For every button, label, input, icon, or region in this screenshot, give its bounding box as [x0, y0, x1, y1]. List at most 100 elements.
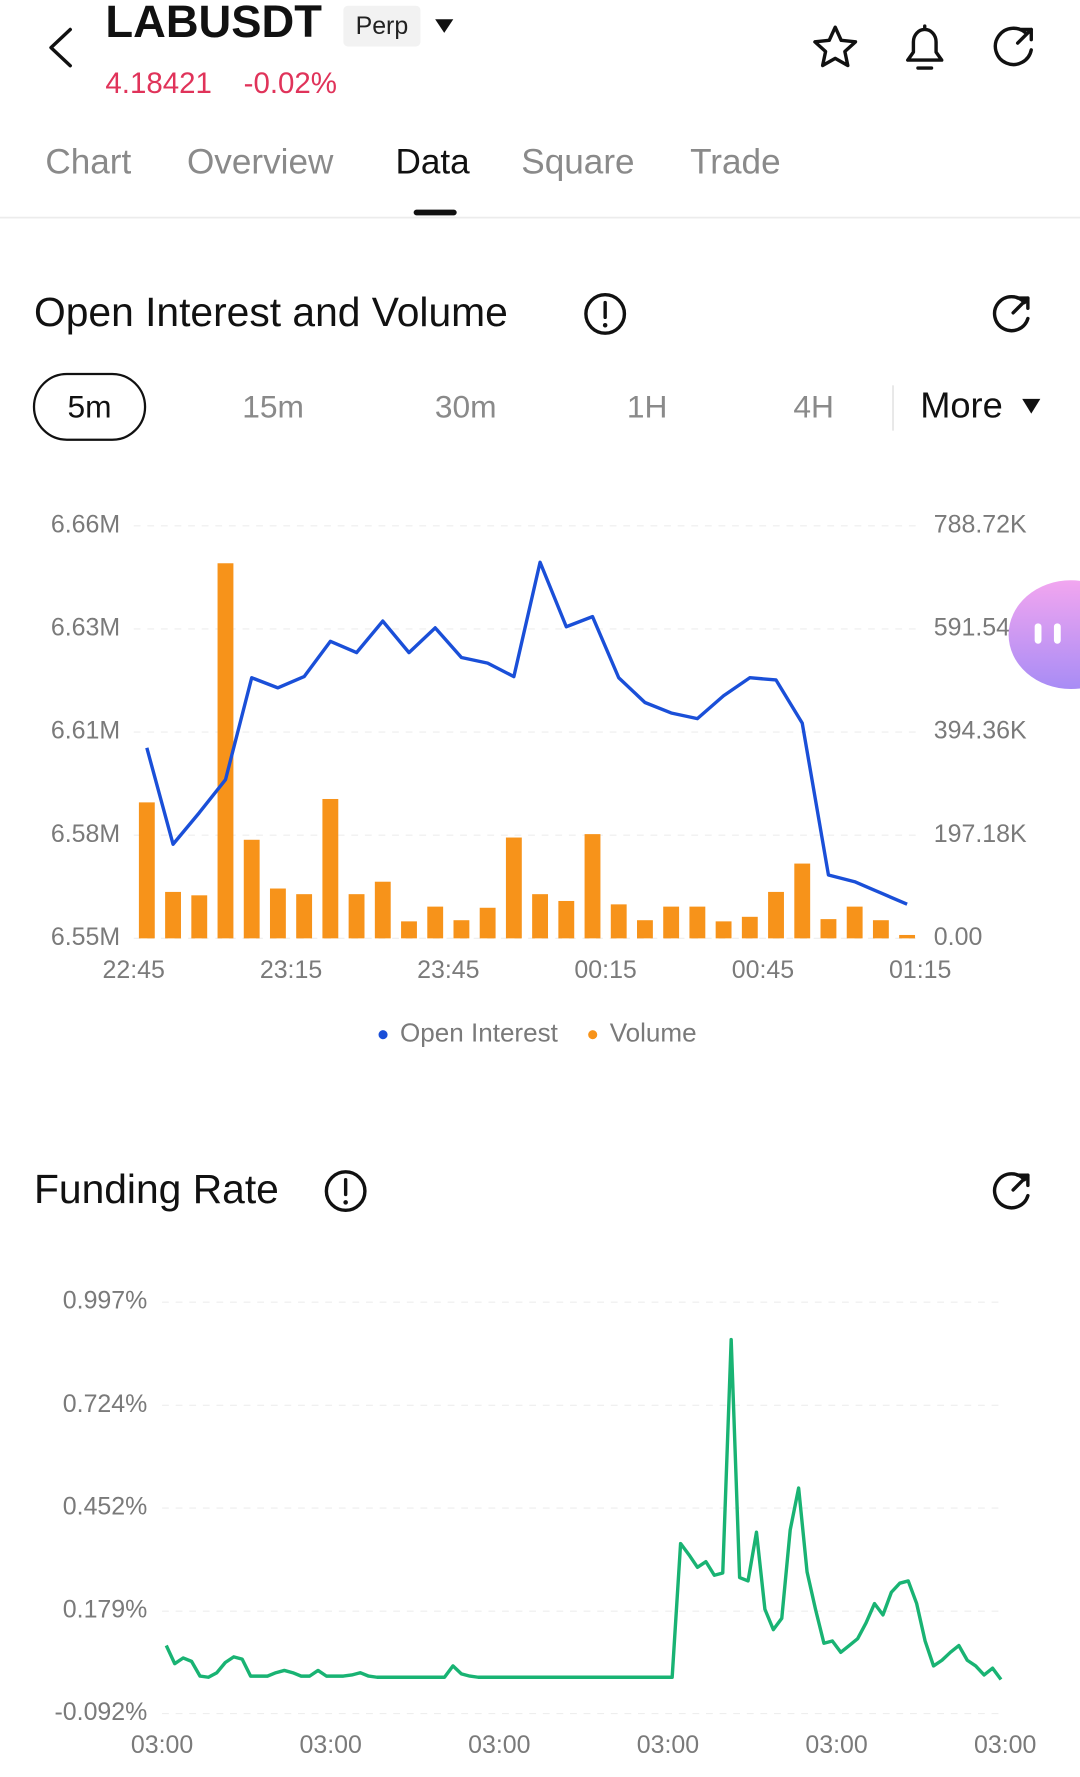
price: 4.18421 — [105, 67, 211, 100]
legend-swatch — [378, 1030, 388, 1040]
x-tick-label: 03:00 — [637, 1731, 699, 1759]
bar — [453, 920, 470, 939]
y-tick-label: 6.55M — [51, 923, 120, 951]
y-tick-label: 6.58M — [51, 820, 120, 848]
line — [145, 560, 908, 906]
interval-selected — [32, 372, 147, 441]
x-tick-label: 00:15 — [574, 956, 636, 984]
tab[interactable]: Square — [521, 143, 634, 182]
bar — [322, 798, 339, 939]
y2-tick-label: 0.00 — [934, 923, 983, 951]
bar — [872, 920, 889, 939]
tab[interactable]: Data — [396, 143, 471, 182]
bar — [348, 894, 365, 939]
tab[interactable]: Trade — [690, 143, 780, 182]
back-button[interactable] — [49, 27, 72, 68]
y-tick-label: 6.66M — [51, 510, 120, 538]
bar — [296, 894, 313, 939]
x-tick-label: 23:45 — [417, 956, 479, 984]
y-tick-label: 0.179% — [63, 1596, 148, 1624]
more-caret — [1022, 398, 1041, 414]
legend-label: Open Interest — [400, 1018, 559, 1048]
bar — [427, 906, 444, 939]
info-icon[interactable] — [584, 292, 627, 335]
bar — [138, 802, 155, 939]
badge-bg — [343, 5, 421, 47]
bar — [191, 895, 208, 939]
y2-tick-label: 788.72K — [934, 510, 1027, 538]
bar — [243, 839, 260, 939]
floating-assistant[interactable] — [1008, 580, 1080, 690]
x-tick-label: 03:00 — [468, 1731, 530, 1759]
y2-tick-label: 197.18K — [934, 820, 1027, 848]
share-chart-button[interactable] — [992, 295, 1030, 333]
bar — [663, 906, 680, 939]
favorite-button[interactable] — [813, 25, 858, 68]
y2-tick-label: 394.36K — [934, 717, 1027, 745]
chart: 6.55M 6.58M 6.61M 6.63M 6.66M 0.00 197.18K 394.… — [51, 510, 1027, 1047]
x-tick-label: 03:00 — [299, 1731, 361, 1759]
charts: 6.55M 6.58M 6.61M 6.63M 6.66M 0.00 197.18K 394.… — [51, 510, 1037, 1759]
x-tick-label: 03:00 — [974, 1731, 1036, 1759]
symbol: LABUSDT — [105, 0, 322, 47]
x-tick-label: 00:45 — [732, 956, 794, 984]
section-title: Open Interest and Volume — [34, 289, 508, 335]
bar — [899, 934, 916, 939]
bar — [505, 837, 522, 939]
bar — [217, 563, 234, 939]
bar — [165, 891, 181, 939]
bar — [374, 881, 391, 939]
bar — [558, 900, 575, 939]
y-tick-label: 6.61M — [51, 717, 120, 745]
chart: -0.092% 0.179% 0.452% 0.724% 0.997% 03:00 03:0… — [54, 1287, 1036, 1759]
bar — [584, 834, 601, 939]
bar — [846, 906, 863, 939]
interval[interactable]: 5m — [67, 389, 111, 425]
badge: Perp — [356, 12, 409, 40]
bar — [715, 921, 732, 939]
bar — [820, 919, 837, 939]
bar — [794, 863, 811, 939]
tab[interactable]: Chart — [45, 143, 131, 182]
interval[interactable]: 15m — [242, 389, 304, 425]
x-tick-label: 22:45 — [103, 956, 165, 984]
bar — [610, 904, 627, 939]
bar — [768, 891, 784, 939]
y-tick-label: 6.63M — [51, 614, 120, 642]
share-button[interactable] — [993, 26, 1033, 67]
price-change: -0.02% — [244, 67, 337, 100]
legend-swatch — [588, 1030, 598, 1040]
share-chart-button[interactable] — [992, 1172, 1030, 1210]
x-tick-label: 03:00 — [805, 1731, 867, 1759]
y-tick-label: 0.997% — [63, 1287, 148, 1315]
more-button[interactable]: More — [920, 385, 1003, 426]
x-tick-label: 03:00 — [131, 1731, 193, 1759]
x-tick-label: 01:15 — [889, 956, 951, 984]
y-tick-label: 0.452% — [63, 1493, 148, 1521]
x-tick-label: 23:15 — [260, 956, 322, 984]
section-title: Funding Rate — [34, 1166, 279, 1212]
bar — [269, 888, 286, 939]
interval[interactable]: 1H — [627, 389, 668, 425]
interval-bar: 5m 15m 30m 1H 4H — [67, 389, 833, 425]
legend-label: Volume — [610, 1018, 697, 1048]
interval[interactable]: 30m — [435, 389, 497, 425]
line — [164, 1337, 1003, 1681]
tab-bar: Chart Overview Data Square Trade — [45, 143, 780, 182]
bar — [532, 894, 549, 939]
symbol-dropdown[interactable] — [435, 19, 454, 33]
y-tick-label: -0.092% — [54, 1698, 147, 1726]
tab[interactable]: Overview — [187, 143, 334, 182]
bar — [479, 907, 496, 939]
y-tick-label: 0.724% — [63, 1390, 148, 1418]
bar — [741, 916, 758, 939]
bar — [637, 920, 653, 939]
info-icon[interactable] — [324, 1170, 367, 1213]
bar — [401, 921, 417, 939]
bar — [689, 906, 706, 939]
tab-indicator — [413, 209, 457, 216]
interval[interactable]: 4H — [793, 389, 834, 425]
alert-button[interactable] — [906, 24, 944, 70]
